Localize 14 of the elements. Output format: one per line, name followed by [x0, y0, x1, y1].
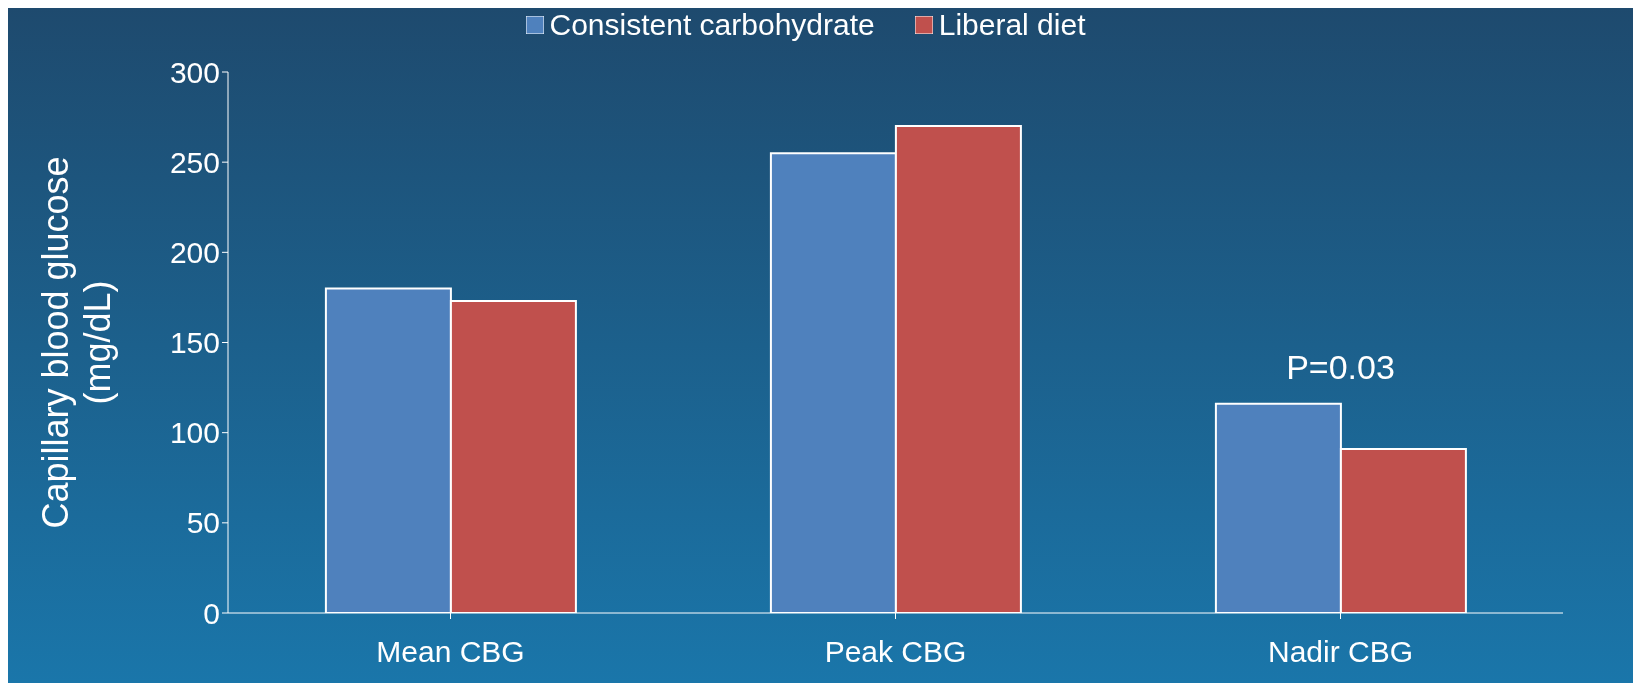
x-tick-label: Mean CBG — [376, 635, 525, 669]
y-tick-label: 0 — [203, 596, 220, 630]
y-tick-label: 200 — [169, 235, 220, 269]
y-tick-label: 100 — [169, 416, 220, 450]
x-tick-label: Peak CBG — [824, 635, 967, 669]
y-tick-label: 50 — [186, 506, 220, 540]
y-tick-label: 150 — [169, 326, 220, 360]
y-axis-title: Capillary blood glucose (mg/dL) — [35, 156, 118, 529]
x-tick-label: Nadir CBG — [1267, 635, 1414, 669]
legend-label: Consistent carbohydrate — [549, 8, 875, 42]
y-tick-label: 300 — [169, 55, 220, 89]
annotation: P=0.03 — [1286, 347, 1395, 386]
y-tick-label: 250 — [169, 145, 220, 179]
legend-label: Liberal diet — [938, 8, 1086, 42]
